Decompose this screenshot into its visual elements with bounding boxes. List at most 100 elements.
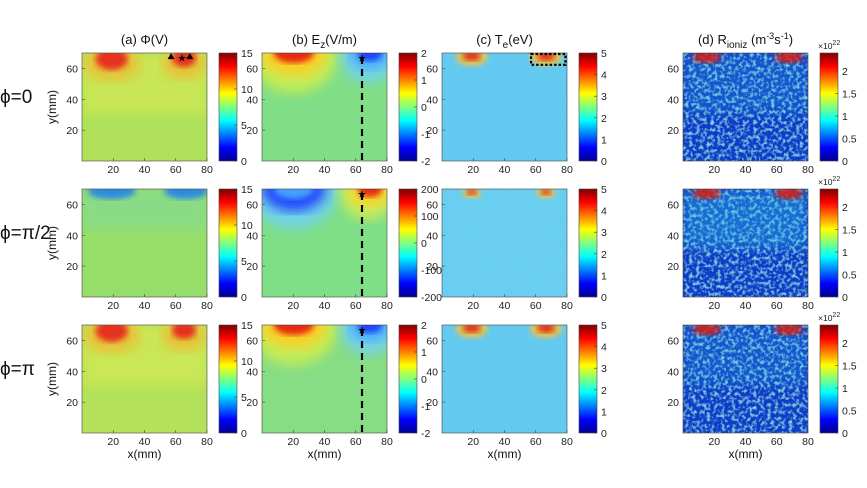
y-axis-label: y(mm) <box>45 362 59 396</box>
colorbar-tick-label: 1.5 <box>842 225 857 237</box>
colorbar-tick-label: 0.5 <box>842 270 857 282</box>
x-axis-label: x(mm) <box>488 447 522 461</box>
colorbar-tick-label: 0 <box>421 374 427 386</box>
x-tick-label: 60 <box>350 436 362 448</box>
colorbar-tick-label: 3 <box>601 227 607 239</box>
y-axis-label: y(mm) <box>45 226 59 260</box>
colorbar-tick-label: 0.5 <box>842 406 857 418</box>
panel-a-row1: 20 40 60 20 40 60 80 y(mm) 0 5 10 15 <box>45 184 253 312</box>
field-blob <box>358 325 382 333</box>
colorbar-tick-label: -200 <box>421 292 442 304</box>
row-label: ϕ=π/2 <box>0 223 51 244</box>
y-tick-label: 20 <box>66 397 78 409</box>
field-blob <box>95 325 128 342</box>
panel-title-part: (eV) <box>508 32 533 47</box>
field-blob <box>692 189 721 199</box>
x-axis-label: x(mm) <box>729 447 763 461</box>
x-tick-label: 60 <box>170 164 182 176</box>
star-marker: ★ <box>358 190 367 201</box>
colorbar-tick-label: 4 <box>601 70 607 82</box>
x-tick-label: 40 <box>740 300 752 312</box>
x-tick-label: 80 <box>802 300 814 312</box>
x-tick-label: 40 <box>139 436 151 448</box>
y-tick-label: 40 <box>66 366 78 378</box>
colorbar-tick-label: 5 <box>601 320 607 332</box>
colorbar-tick-label: 2 <box>842 66 848 78</box>
colorbar-tick-label: 1.5 <box>842 89 857 101</box>
colorbar-tick-label: -1 <box>421 129 430 141</box>
y-tick-label: 40 <box>426 230 438 242</box>
x-tick-label: 80 <box>201 300 213 312</box>
colorbar <box>218 52 238 162</box>
colorbar-tick-label: 0 <box>241 156 247 168</box>
panel-a-row2: 20 40 60 20 40 60 80 y(mm) x(mm) 0 5 10 15 <box>45 320 253 461</box>
colorbar-tick-label: 100 <box>421 211 439 223</box>
x-tick-label: 80 <box>802 164 814 176</box>
colorbar-tick-label: 15 <box>241 48 253 60</box>
x-tick-label: 80 <box>381 300 393 312</box>
field-blob <box>775 53 803 63</box>
colorbar-tick-label: 0 <box>601 156 607 168</box>
panel-title-b: (b) Ez(V/m) <box>292 32 357 51</box>
panel-title-part: ioniz <box>727 40 748 51</box>
colorbar-tick-label: 1 <box>842 111 848 123</box>
y-tick-label: 40 <box>667 366 679 378</box>
x-tick-label: 80 <box>561 436 573 448</box>
heatmap-image <box>442 325 567 433</box>
heatmap-image <box>262 325 387 433</box>
panel-title-part: (a) <box>121 32 141 47</box>
x-tick-label: 40 <box>319 300 331 312</box>
colorbar-tick-label: 0 <box>421 102 427 114</box>
y-tick-label: 20 <box>667 261 679 273</box>
scale-base: ×10 <box>818 313 833 323</box>
colorbar-tick-label: 3 <box>601 363 607 375</box>
colorbar-tick-label: 0 <box>421 238 427 250</box>
colorbar <box>578 188 598 298</box>
y-tick-label: 60 <box>246 199 258 211</box>
scale-base: ×10 <box>818 41 833 51</box>
colorbar-tick-label: 5 <box>241 120 247 132</box>
colorbar-tick-label: 1 <box>842 383 848 395</box>
x-axis-label: x(mm) <box>308 447 342 461</box>
field-blob <box>164 189 207 199</box>
colorbar-tick-label: 2 <box>601 249 607 261</box>
x-tick-label: 40 <box>499 300 511 312</box>
colorbar-tick-label: 5 <box>241 392 247 404</box>
panel-c-row0: 20 40 60 20 40 60 80 0 1 2 3 4 5 <box>426 48 607 176</box>
x-tick-label: 80 <box>381 164 393 176</box>
noise-texture <box>442 325 567 433</box>
colorbar-tick-label: 0 <box>842 428 848 440</box>
colorbar-scale-factor: ×1022 <box>818 312 840 323</box>
field-blob <box>692 325 721 335</box>
x-tick-label: 20 <box>467 164 479 176</box>
y-tick-label: 40 <box>246 230 258 242</box>
x-tick-label: 40 <box>319 164 331 176</box>
x-tick-label: 20 <box>287 164 299 176</box>
colorbar-tick-label: 1 <box>842 247 848 259</box>
y-tick-label: 20 <box>426 261 438 273</box>
scale-base: ×10 <box>818 177 833 187</box>
colorbar <box>819 52 839 162</box>
panel-title-part: (b) E <box>292 32 321 47</box>
y-tick-label: 20 <box>246 125 258 137</box>
colorbar-tick-label: -2 <box>421 428 430 440</box>
x-tick-label: 20 <box>708 164 720 176</box>
x-tick-label: 80 <box>561 300 573 312</box>
heatmap-image <box>442 189 567 297</box>
noise-texture <box>442 53 567 161</box>
field-blob <box>273 325 314 335</box>
field-blob <box>775 325 803 335</box>
x-tick-label: 40 <box>319 436 331 448</box>
colorbar <box>218 324 238 434</box>
x-tick-label: 80 <box>802 436 814 448</box>
y-tick-label: 20 <box>667 125 679 137</box>
colorbar-tick-label: 0 <box>842 292 848 304</box>
colorbar-tick-label: -100 <box>421 265 442 277</box>
colorbar-scale-factor: ×1022 <box>818 176 840 187</box>
y-tick-label: 40 <box>246 366 258 378</box>
triangle-marker <box>167 53 175 60</box>
panel-d-row0: 20 40 60 20 40 60 80 0 0.5 1 1.5 2 ×1022 <box>667 40 856 176</box>
panel-title-part: ) <box>789 32 793 47</box>
field-blob <box>540 189 552 195</box>
x-tick-label: 20 <box>467 436 479 448</box>
